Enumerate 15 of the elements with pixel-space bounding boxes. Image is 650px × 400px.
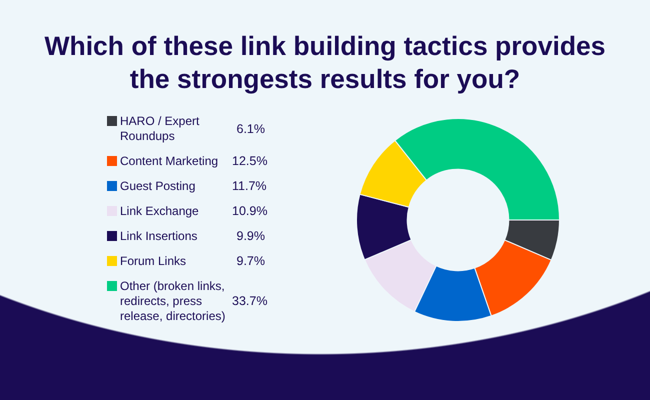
legend-label: Forum Links [120, 254, 188, 269]
legend-label: Other (broken links, redirects, press release, directories) [120, 279, 226, 324]
data-label: 6.1% [236, 122, 265, 136]
data-label: 11.7% [232, 179, 267, 194]
legend-label: Content Marketing [120, 154, 220, 169]
legend-label: HARO / Expert Roundups [120, 114, 200, 144]
data-label: 33.7% [232, 294, 268, 309]
legend-label: Link Exchange [120, 204, 200, 219]
legend-label: Guest Posting [120, 179, 196, 194]
legend-label: Link Insertions [120, 229, 198, 244]
data-label: 10.9% [232, 204, 268, 219]
data-label: 9.7% [236, 254, 265, 269]
data-label: 9.9% [236, 229, 265, 244]
chart-title: Which of these link building tactics provides the strongests results for you? [44, 30, 606, 96]
data-label: 12.5% [232, 154, 268, 169]
